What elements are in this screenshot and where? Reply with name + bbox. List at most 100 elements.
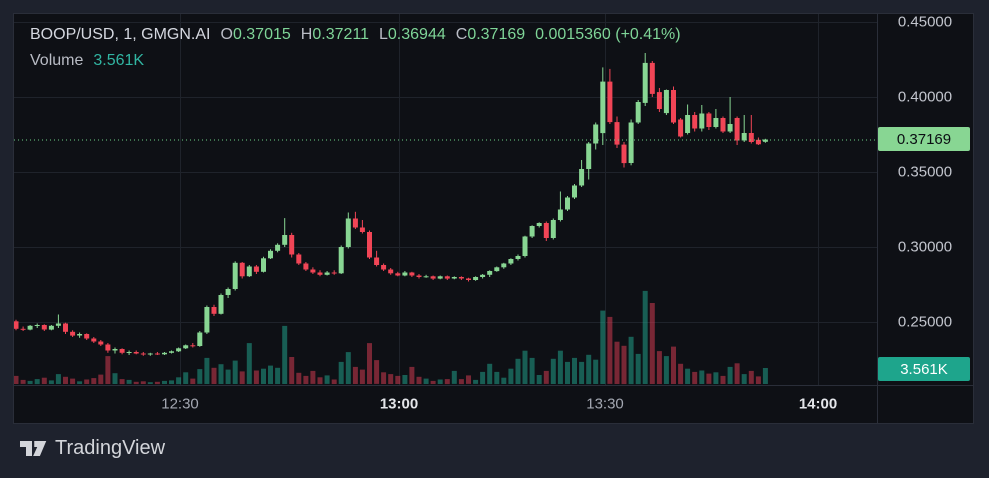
volume-bar bbox=[614, 341, 620, 384]
volume-bar bbox=[154, 381, 160, 385]
candle-body bbox=[239, 262, 245, 277]
volume-bar bbox=[501, 377, 507, 384]
candle-body bbox=[352, 218, 358, 228]
volume-bar bbox=[388, 374, 394, 384]
candle-body bbox=[112, 349, 118, 351]
volume-bar bbox=[162, 380, 167, 384]
volume-bar bbox=[197, 369, 203, 384]
volume-bar bbox=[84, 379, 90, 384]
time-tick-label: 13:00 bbox=[379, 395, 419, 413]
candle-body bbox=[338, 247, 344, 274]
volume-bar bbox=[352, 366, 358, 384]
volume-bar bbox=[232, 360, 238, 384]
candle-body bbox=[345, 218, 351, 247]
candle-body bbox=[48, 325, 54, 330]
time-tick-label: 14:00 bbox=[798, 395, 838, 413]
candle-body bbox=[402, 272, 408, 276]
volume-bar bbox=[367, 343, 372, 384]
candle-body bbox=[635, 102, 641, 123]
candle-body bbox=[70, 331, 76, 336]
time-tick-label: 12:30 bbox=[161, 395, 199, 413]
volume-bar bbox=[246, 343, 252, 384]
volume-bar bbox=[692, 371, 698, 385]
candle-body bbox=[473, 277, 479, 280]
candle-body bbox=[367, 232, 372, 258]
volume-bar bbox=[678, 363, 684, 385]
candle-body bbox=[55, 323, 61, 326]
volume-bar bbox=[656, 351, 662, 384]
volume-bar bbox=[211, 367, 217, 384]
volume-bar bbox=[268, 365, 273, 384]
volume-bar bbox=[508, 368, 514, 384]
volume-bar bbox=[14, 375, 19, 384]
price-tick-label: 0.25000 bbox=[897, 313, 953, 331]
candle-body bbox=[699, 113, 705, 129]
volume-bar bbox=[480, 371, 486, 385]
volume-bar bbox=[536, 375, 542, 384]
candle-body bbox=[359, 227, 365, 232]
volume-bar bbox=[239, 371, 245, 384]
last-volume-badge: 3.561K bbox=[878, 357, 970, 381]
candle-body bbox=[268, 250, 273, 259]
volume-bar bbox=[762, 368, 768, 384]
volume-bar bbox=[48, 380, 54, 384]
volume-bar bbox=[275, 367, 281, 384]
volume-bar bbox=[437, 379, 443, 384]
volume-bar bbox=[685, 368, 691, 384]
symbol-title[interactable]: BOOP/USD, 1, GMGN.AI bbox=[30, 26, 211, 43]
candle-body bbox=[169, 351, 174, 353]
candle-body bbox=[63, 323, 68, 332]
candle-body bbox=[395, 273, 401, 276]
volume-bar bbox=[20, 379, 26, 384]
candle-body bbox=[423, 276, 429, 278]
volume-label: Volume bbox=[30, 52, 84, 69]
candle-body bbox=[289, 235, 295, 255]
candle-body bbox=[572, 185, 577, 198]
tradingview-logo-text: TradingView bbox=[55, 437, 166, 459]
volume-bar bbox=[183, 372, 189, 384]
volume-bar bbox=[416, 376, 422, 384]
candle-body bbox=[557, 209, 563, 220]
candle-body bbox=[444, 276, 450, 279]
candle-body bbox=[536, 223, 542, 226]
candle-body bbox=[451, 277, 457, 279]
volume-bar bbox=[727, 366, 733, 384]
volume-bar bbox=[663, 356, 669, 384]
volume-bar bbox=[126, 379, 132, 384]
candle-body bbox=[282, 235, 288, 245]
candle-body bbox=[586, 143, 592, 169]
volume-bar bbox=[310, 370, 316, 384]
volume-bar bbox=[112, 373, 118, 384]
volume-bar bbox=[55, 374, 61, 384]
volume-bar bbox=[289, 357, 295, 384]
volume-bar bbox=[345, 352, 351, 384]
candle-body bbox=[649, 62, 655, 94]
candle-body bbox=[381, 265, 387, 270]
volume-bar bbox=[529, 357, 535, 384]
candle-body bbox=[480, 274, 486, 277]
candle-body bbox=[41, 325, 47, 330]
volume-bar bbox=[466, 375, 471, 384]
volume-bar bbox=[63, 376, 68, 384]
volume-bar bbox=[409, 366, 415, 384]
tradingview-logo[interactable]: TradingView bbox=[20, 437, 165, 460]
candle-body bbox=[77, 334, 83, 336]
candlestick-chart[interactable] bbox=[14, 14, 973, 423]
volume-bar bbox=[381, 372, 387, 384]
volume-bar bbox=[642, 290, 648, 384]
price-tick-label: 0.35000 bbox=[897, 163, 953, 181]
candle-body bbox=[204, 307, 210, 333]
candle-body bbox=[678, 119, 684, 137]
candle-body bbox=[275, 244, 281, 251]
candle-body bbox=[176, 348, 182, 352]
candle-body bbox=[543, 223, 549, 238]
volume-bar bbox=[133, 381, 139, 385]
high-value: H0.37211 bbox=[300, 26, 369, 43]
candle-body bbox=[218, 295, 224, 314]
volume-bar bbox=[296, 372, 302, 385]
candle-body bbox=[565, 197, 570, 210]
candle-body bbox=[487, 271, 493, 275]
price-change: 0.0015360 (+0.41%) bbox=[535, 26, 681, 43]
ohlc-row: BOOP/USD, 1, GMGN.AI O0.37015 H0.37211 L… bbox=[30, 25, 681, 45]
